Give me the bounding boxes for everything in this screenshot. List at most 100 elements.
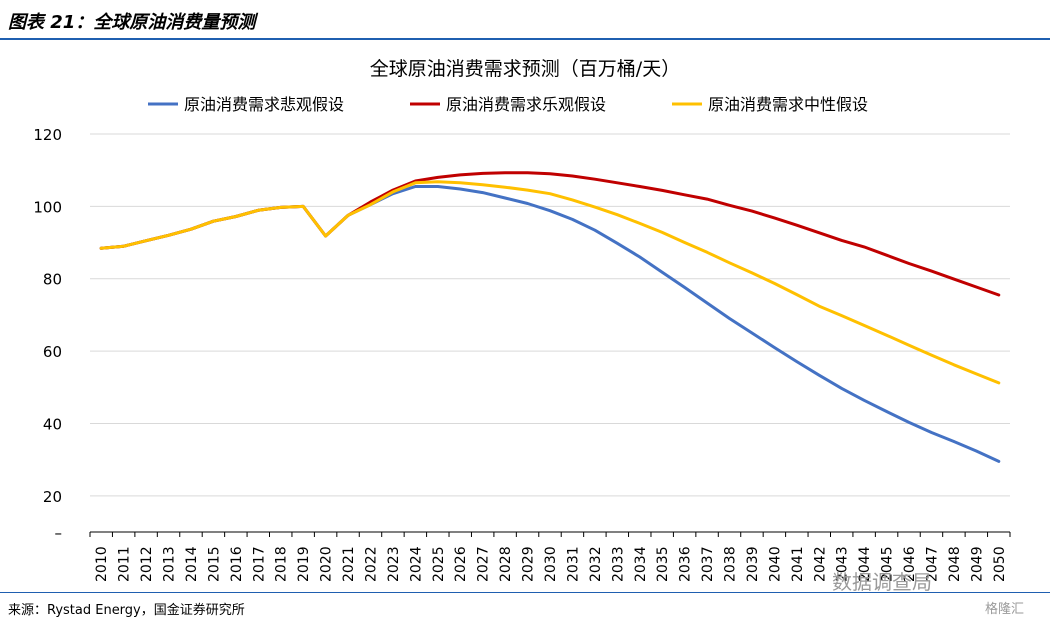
x-tick-label: 2025 bbox=[431, 546, 447, 582]
y-tick-label: 120 bbox=[33, 126, 62, 144]
data-point bbox=[279, 206, 282, 209]
data-point bbox=[144, 239, 148, 242]
data-point bbox=[795, 224, 798, 227]
data-point bbox=[661, 271, 664, 274]
x-tick-label: 2031 bbox=[565, 546, 581, 582]
chart-title: 全球原油消费需求预测（百万桶/天） bbox=[370, 58, 680, 80]
data-point bbox=[548, 192, 552, 195]
y-tick-label: – bbox=[55, 524, 63, 542]
data-point bbox=[795, 293, 798, 296]
data-point bbox=[907, 344, 911, 347]
data-point bbox=[593, 178, 597, 181]
legend-label: 原油消费需求中性假设 bbox=[708, 95, 868, 114]
data-point bbox=[638, 255, 641, 259]
data-point bbox=[324, 234, 327, 238]
data-point bbox=[122, 245, 125, 248]
data-point bbox=[503, 196, 507, 200]
data-point bbox=[885, 410, 888, 413]
data-point bbox=[750, 331, 754, 335]
data-point bbox=[481, 172, 484, 175]
data-point bbox=[526, 171, 529, 174]
data-point bbox=[661, 189, 664, 192]
x-tick-label: 2028 bbox=[498, 546, 514, 582]
watermark-text: 数据调查局 bbox=[832, 570, 932, 594]
data-point bbox=[616, 242, 619, 245]
data-point bbox=[616, 213, 619, 216]
x-tick-label: 2029 bbox=[521, 546, 537, 582]
data-point bbox=[638, 222, 641, 225]
x-tick-label: 2020 bbox=[319, 546, 335, 582]
data-point bbox=[773, 346, 776, 349]
data-point bbox=[818, 305, 821, 308]
data-point bbox=[548, 209, 552, 212]
x-tick-label: 2044 bbox=[857, 546, 873, 582]
data-point bbox=[683, 193, 686, 196]
data-point bbox=[818, 374, 821, 377]
data-point bbox=[661, 231, 664, 234]
data-point bbox=[705, 197, 709, 201]
data-point bbox=[571, 218, 574, 221]
data-point bbox=[436, 176, 439, 179]
figure-header: 图表 21：全球原油消费量预测 bbox=[0, 0, 1050, 40]
data-point bbox=[907, 421, 911, 424]
data-point bbox=[862, 324, 866, 327]
data-point bbox=[100, 247, 103, 250]
x-tick-label: 2046 bbox=[902, 546, 918, 582]
legend-label: 原油消费需求乐观假设 bbox=[446, 95, 606, 114]
x-tick-label: 2021 bbox=[341, 546, 357, 582]
data-point bbox=[593, 229, 597, 232]
data-point bbox=[773, 282, 776, 285]
data-point bbox=[818, 231, 821, 234]
x-tick-label: 2034 bbox=[633, 546, 649, 582]
data-point bbox=[616, 181, 619, 184]
data-point bbox=[481, 183, 484, 186]
x-tick-label: 2019 bbox=[296, 546, 312, 582]
x-tick-label: 2042 bbox=[812, 546, 828, 582]
data-point bbox=[414, 185, 417, 188]
data-point bbox=[503, 171, 507, 174]
x-tick-label: 2035 bbox=[655, 546, 671, 582]
x-tick-label: 2043 bbox=[835, 546, 851, 582]
data-point bbox=[257, 209, 260, 212]
series-line-1 bbox=[99, 171, 1001, 297]
x-tick-label: 2011 bbox=[117, 546, 133, 582]
x-tick-label: 2045 bbox=[880, 546, 896, 582]
x-tick-label: 2032 bbox=[588, 546, 604, 582]
data-point bbox=[571, 174, 574, 178]
x-tick-label: 2018 bbox=[274, 546, 290, 582]
data-point bbox=[840, 239, 843, 242]
data-point bbox=[683, 241, 686, 244]
data-point bbox=[750, 271, 754, 275]
data-point bbox=[952, 440, 956, 443]
data-point bbox=[436, 185, 439, 188]
data-point bbox=[952, 277, 956, 281]
data-point bbox=[234, 215, 238, 218]
x-tick-label: 2010 bbox=[94, 546, 110, 582]
x-tick-label: 2022 bbox=[363, 546, 379, 582]
y-tick-label: 40 bbox=[43, 415, 62, 433]
data-point bbox=[930, 269, 933, 273]
y-tick-label: 60 bbox=[43, 343, 62, 361]
data-point bbox=[346, 214, 350, 217]
x-tick-label: 2026 bbox=[453, 546, 469, 582]
data-point bbox=[705, 301, 709, 305]
data-point bbox=[997, 293, 1000, 297]
data-point bbox=[459, 173, 462, 177]
data-point bbox=[840, 387, 843, 390]
x-tick-label: 2049 bbox=[969, 546, 985, 582]
source-note: 来源：Rystad Energy，国金证券研究所 bbox=[8, 603, 245, 618]
y-tick-label: 20 bbox=[43, 488, 62, 506]
data-point bbox=[907, 262, 911, 265]
x-tick-label: 2023 bbox=[386, 546, 402, 582]
data-point bbox=[459, 181, 462, 184]
x-tick-label: 2033 bbox=[610, 546, 626, 582]
data-point bbox=[952, 363, 956, 366]
x-tick-label: 2027 bbox=[476, 546, 492, 582]
x-tick-label: 2050 bbox=[992, 546, 1008, 582]
data-point bbox=[391, 190, 395, 194]
x-tick-label: 2037 bbox=[700, 546, 716, 582]
data-point bbox=[750, 209, 754, 213]
legend-label: 原油消费需求悲观假设 bbox=[184, 95, 344, 114]
data-point bbox=[862, 399, 866, 402]
data-point bbox=[705, 251, 709, 254]
